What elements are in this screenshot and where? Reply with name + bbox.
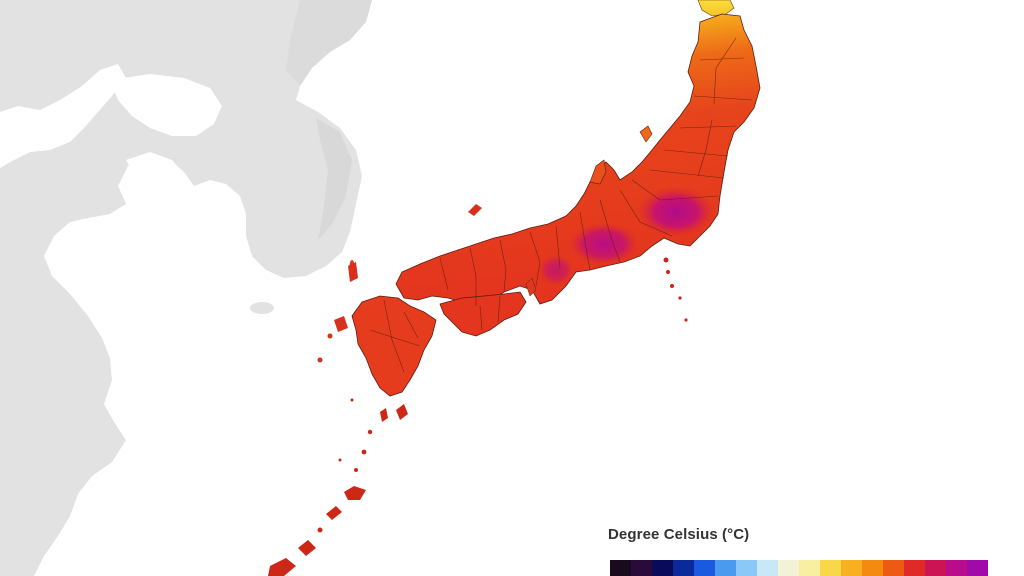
prefecture-boundaries bbox=[369, 37, 753, 373]
legend-swatch-9 bbox=[799, 560, 820, 576]
legend-swatch-6 bbox=[736, 560, 757, 576]
awaji-island bbox=[525, 277, 537, 297]
neighbor-land bbox=[0, 0, 372, 576]
legend-swatch-1 bbox=[631, 560, 652, 576]
honshu bbox=[395, 13, 761, 309]
legend-swatch-8 bbox=[778, 560, 799, 576]
legend-swatch-5 bbox=[715, 560, 736, 576]
legend-title: Degree Celsius (°C) bbox=[608, 526, 750, 543]
kinki-hotspot bbox=[538, 254, 574, 286]
bohai-sea bbox=[0, 64, 126, 168]
noto-peninsula bbox=[589, 159, 607, 185]
sado-island bbox=[639, 125, 653, 143]
legend-swatch-7 bbox=[757, 560, 778, 576]
hokkaido-tip bbox=[697, 0, 735, 17]
western-islets bbox=[317, 204, 482, 363]
japan-temperature bbox=[268, 0, 761, 576]
nansei-islands bbox=[268, 398, 408, 576]
kanto-hotspot bbox=[636, 186, 716, 238]
legend-swatch-10 bbox=[820, 560, 841, 576]
legend-swatch-2 bbox=[652, 560, 673, 576]
legend-swatch-3 bbox=[673, 560, 694, 576]
legend-color-scale bbox=[610, 560, 988, 576]
legend-swatch-13 bbox=[883, 560, 904, 576]
legend-swatch-16 bbox=[946, 560, 967, 576]
izu-islands bbox=[663, 257, 688, 322]
legend-swatch-17 bbox=[967, 560, 988, 576]
legend-swatch-15 bbox=[925, 560, 946, 576]
korea-east-ridge bbox=[316, 118, 352, 240]
yellow-sea-gulf bbox=[110, 74, 222, 136]
korea-bay-gap bbox=[126, 152, 186, 188]
temperature-legend: Degree Celsius (°C) bbox=[608, 526, 988, 576]
legend-swatch-14 bbox=[904, 560, 925, 576]
legend-swatch-12 bbox=[862, 560, 883, 576]
legend-swatch-0 bbox=[610, 560, 631, 576]
terrain-shade bbox=[286, 0, 372, 86]
jeju-island bbox=[250, 302, 274, 314]
tokai-hotspot bbox=[568, 222, 640, 266]
mainland-asia bbox=[0, 0, 372, 576]
shikoku bbox=[439, 291, 527, 337]
legend-swatch-11 bbox=[841, 560, 862, 576]
legend-swatch-4 bbox=[694, 560, 715, 576]
